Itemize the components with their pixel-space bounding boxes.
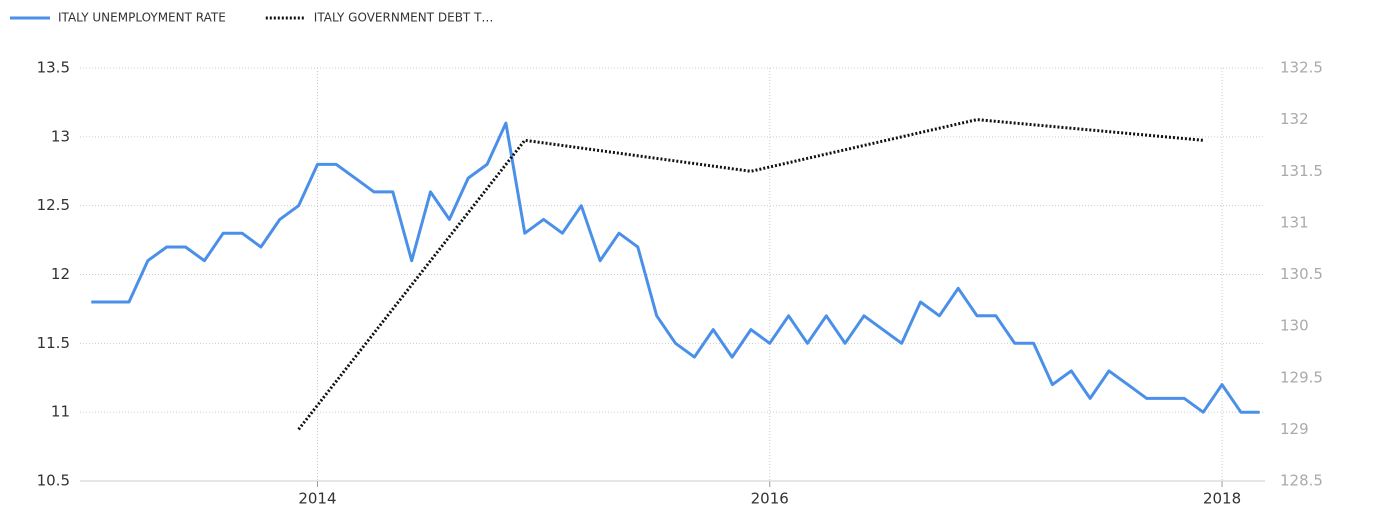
y-tick-label: 11.5 — [37, 334, 70, 352]
y-tick-label: 12 — [51, 265, 70, 283]
y2-tick-label: 132 — [1280, 110, 1309, 128]
y-tick-label: 11 — [51, 403, 70, 421]
x-tick-label: 2018 — [1203, 490, 1241, 508]
y2-tick-label: 131.5 — [1280, 162, 1323, 180]
series-line — [297, 118, 1204, 431]
y-tick-label: 13 — [51, 127, 70, 145]
x-tick-label: 2016 — [751, 490, 789, 508]
y2-tick-label: 130.5 — [1280, 265, 1323, 283]
y2-tick-label: 130 — [1280, 317, 1309, 335]
legend-label: ITALY UNEMPLOYMENT RATE — [58, 11, 226, 25]
y-tick-label: 10.5 — [37, 472, 70, 490]
y2-tick-label: 132.5 — [1280, 59, 1323, 77]
y2-tick-label: 129.5 — [1280, 368, 1323, 386]
y2-tick-label: 131 — [1280, 213, 1309, 231]
y-tick-label: 12.5 — [37, 196, 70, 214]
series-line — [91, 121, 1260, 414]
x-tick-label: 2014 — [298, 490, 336, 508]
legend-label: ITALY GOVERNMENT DEBT T… — [314, 11, 494, 25]
y2-tick-label: 129 — [1280, 420, 1309, 438]
y2-tick-label: 128.5 — [1280, 472, 1323, 490]
y-tick-label: 13.5 — [37, 59, 70, 77]
